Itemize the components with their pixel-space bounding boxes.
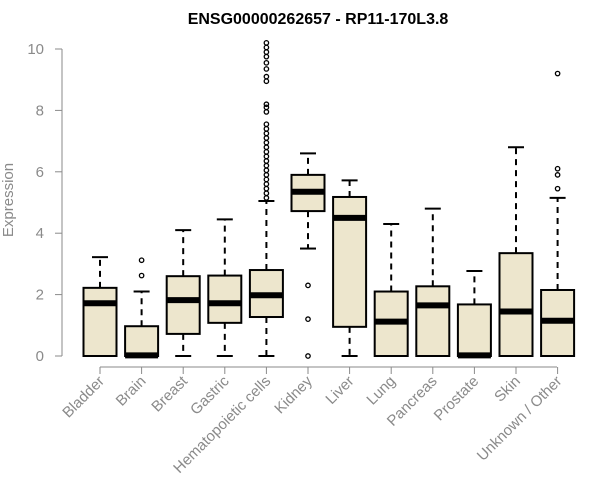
box-hematopoietic-cells bbox=[248, 40, 284, 357]
outlier-point bbox=[263, 190, 270, 197]
y-axis-title: Expression bbox=[0, 163, 17, 237]
outlier-point bbox=[263, 195, 270, 201]
box-skin bbox=[498, 146, 534, 357]
outlier-point bbox=[263, 44, 270, 51]
y-axis-ticks: 0 2 4 6 8 10 bbox=[27, 41, 62, 365]
y-tick-label: 2 bbox=[36, 287, 44, 304]
outlier-point bbox=[263, 148, 270, 155]
box-gastric bbox=[207, 218, 243, 357]
x-tick-label: Liver bbox=[322, 373, 357, 408]
outlier-point bbox=[138, 257, 145, 264]
outlier-point bbox=[263, 144, 270, 151]
x-tick-label: Kidney bbox=[271, 372, 316, 417]
iqr-box bbox=[124, 325, 160, 358]
x-tick-label: Skin bbox=[491, 373, 524, 406]
iqr-box bbox=[498, 252, 534, 357]
outlier-point bbox=[263, 181, 270, 187]
y-tick-label: 8 bbox=[36, 102, 44, 119]
outlier-point bbox=[554, 70, 561, 77]
outlier-point bbox=[263, 135, 270, 141]
outlier-point bbox=[263, 121, 270, 128]
x-tick-label: Lung bbox=[363, 373, 399, 409]
iqr-box bbox=[415, 285, 451, 358]
y-tick-label: 6 bbox=[36, 164, 44, 181]
outlier-point bbox=[263, 139, 270, 146]
outlier-point bbox=[263, 176, 270, 183]
outlier-point bbox=[263, 153, 270, 160]
y-tick-label: 0 bbox=[36, 348, 44, 365]
outlier-point bbox=[305, 282, 311, 289]
box-kidney bbox=[290, 152, 326, 359]
outlier-point bbox=[263, 73, 270, 80]
outlier-point bbox=[263, 162, 270, 169]
chart-title: ENSG00000262657 - RP11-170L3.8 bbox=[188, 11, 449, 28]
outlier-point bbox=[263, 59, 270, 66]
iqr-box bbox=[456, 303, 492, 358]
outlier-point bbox=[263, 167, 270, 174]
y-tick-label: 4 bbox=[36, 225, 44, 242]
box-prostate bbox=[456, 269, 492, 359]
box-pancreas bbox=[415, 207, 451, 358]
outlier-point bbox=[263, 78, 270, 85]
outlier-point bbox=[263, 125, 270, 132]
box-lung bbox=[373, 222, 409, 357]
outlier-point bbox=[263, 104, 270, 111]
outlier-point bbox=[263, 40, 270, 46]
x-tick-label: Breast bbox=[148, 372, 191, 415]
outlier-point bbox=[263, 172, 270, 178]
box-bladder bbox=[82, 256, 118, 358]
x-tick-label: Brain bbox=[113, 373, 150, 410]
iqr-box bbox=[82, 286, 118, 358]
outlier-point bbox=[263, 130, 270, 137]
x-tick-label: Bladder bbox=[59, 373, 108, 422]
box-unknown-other bbox=[540, 70, 576, 357]
iqr-box bbox=[165, 275, 201, 335]
outlier-point bbox=[305, 316, 311, 323]
outlier-point bbox=[263, 66, 270, 72]
outlier-point bbox=[263, 185, 270, 192]
outlier-point bbox=[263, 101, 270, 108]
y-tick-label: 10 bbox=[27, 41, 44, 58]
box-liver bbox=[332, 179, 368, 357]
outlier-point bbox=[305, 353, 311, 359]
outlier-point bbox=[138, 272, 145, 279]
outlier-point bbox=[554, 185, 561, 192]
iqr-box bbox=[207, 274, 243, 324]
box-breast bbox=[165, 229, 201, 357]
x-tick-label: Prostate bbox=[431, 373, 483, 425]
outlier-point bbox=[263, 53, 270, 60]
outlier-point bbox=[263, 109, 270, 115]
boxes-group bbox=[82, 40, 576, 359]
box-brain bbox=[124, 257, 160, 359]
outlier-point bbox=[554, 165, 561, 172]
outlier-point bbox=[554, 172, 561, 178]
outlier-point bbox=[263, 49, 270, 55]
outlier-point bbox=[263, 158, 270, 164]
